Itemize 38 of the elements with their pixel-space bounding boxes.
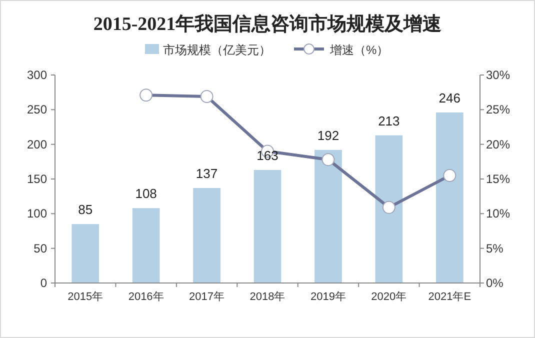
legend-label: 增速（%） (329, 43, 389, 57)
x-tick-label: 2019年 (310, 291, 346, 303)
x-tick-label: 2016年 (128, 291, 164, 303)
bar (72, 224, 100, 283)
y-tick-label: 300 (26, 68, 48, 82)
x-tick-label: 2017年 (189, 291, 225, 303)
bar (132, 208, 160, 283)
legend-label: 市场规模（亿美元） (163, 43, 271, 57)
x-tick-label: 2021年E (428, 291, 472, 303)
y2-tick-label: 0% (486, 276, 504, 290)
y-tick-label: 250 (26, 102, 48, 117)
data-label: 137 (196, 166, 218, 182)
chart-title: 2015-2021年我国信息咨询市场规模及增速 (93, 13, 442, 35)
x-tick-label: 2018年 (250, 291, 286, 303)
bar (375, 135, 403, 283)
bar (193, 188, 220, 283)
y-tick-label: 50 (34, 241, 48, 256)
y2-tick-label: 15% (486, 172, 510, 186)
y-tick-label: 100 (26, 206, 48, 221)
data-label: 192 (317, 128, 340, 143)
bar (436, 112, 464, 283)
y-tick-label: 150 (26, 172, 48, 186)
data-label: 163 (256, 148, 278, 163)
y-tick-label: 0 (40, 276, 48, 290)
data-label: 213 (378, 113, 400, 128)
data-label: 246 (438, 90, 460, 106)
x-tick-label: 2015年 (68, 291, 104, 303)
data-label: 108 (135, 186, 157, 202)
y2-tick-label: 10% (486, 206, 510, 221)
y2-tick-label: 25% (486, 102, 510, 117)
x-tick-label: 2020年 (371, 291, 407, 303)
y2-tick-label: 5% (486, 241, 504, 256)
bar (254, 170, 282, 283)
y2-tick-label: 20% (486, 137, 510, 152)
bar (314, 150, 342, 283)
y2-tick-label: 30% (486, 68, 510, 82)
y-tick-label: 200 (26, 137, 48, 152)
data-label: 85 (78, 202, 93, 218)
